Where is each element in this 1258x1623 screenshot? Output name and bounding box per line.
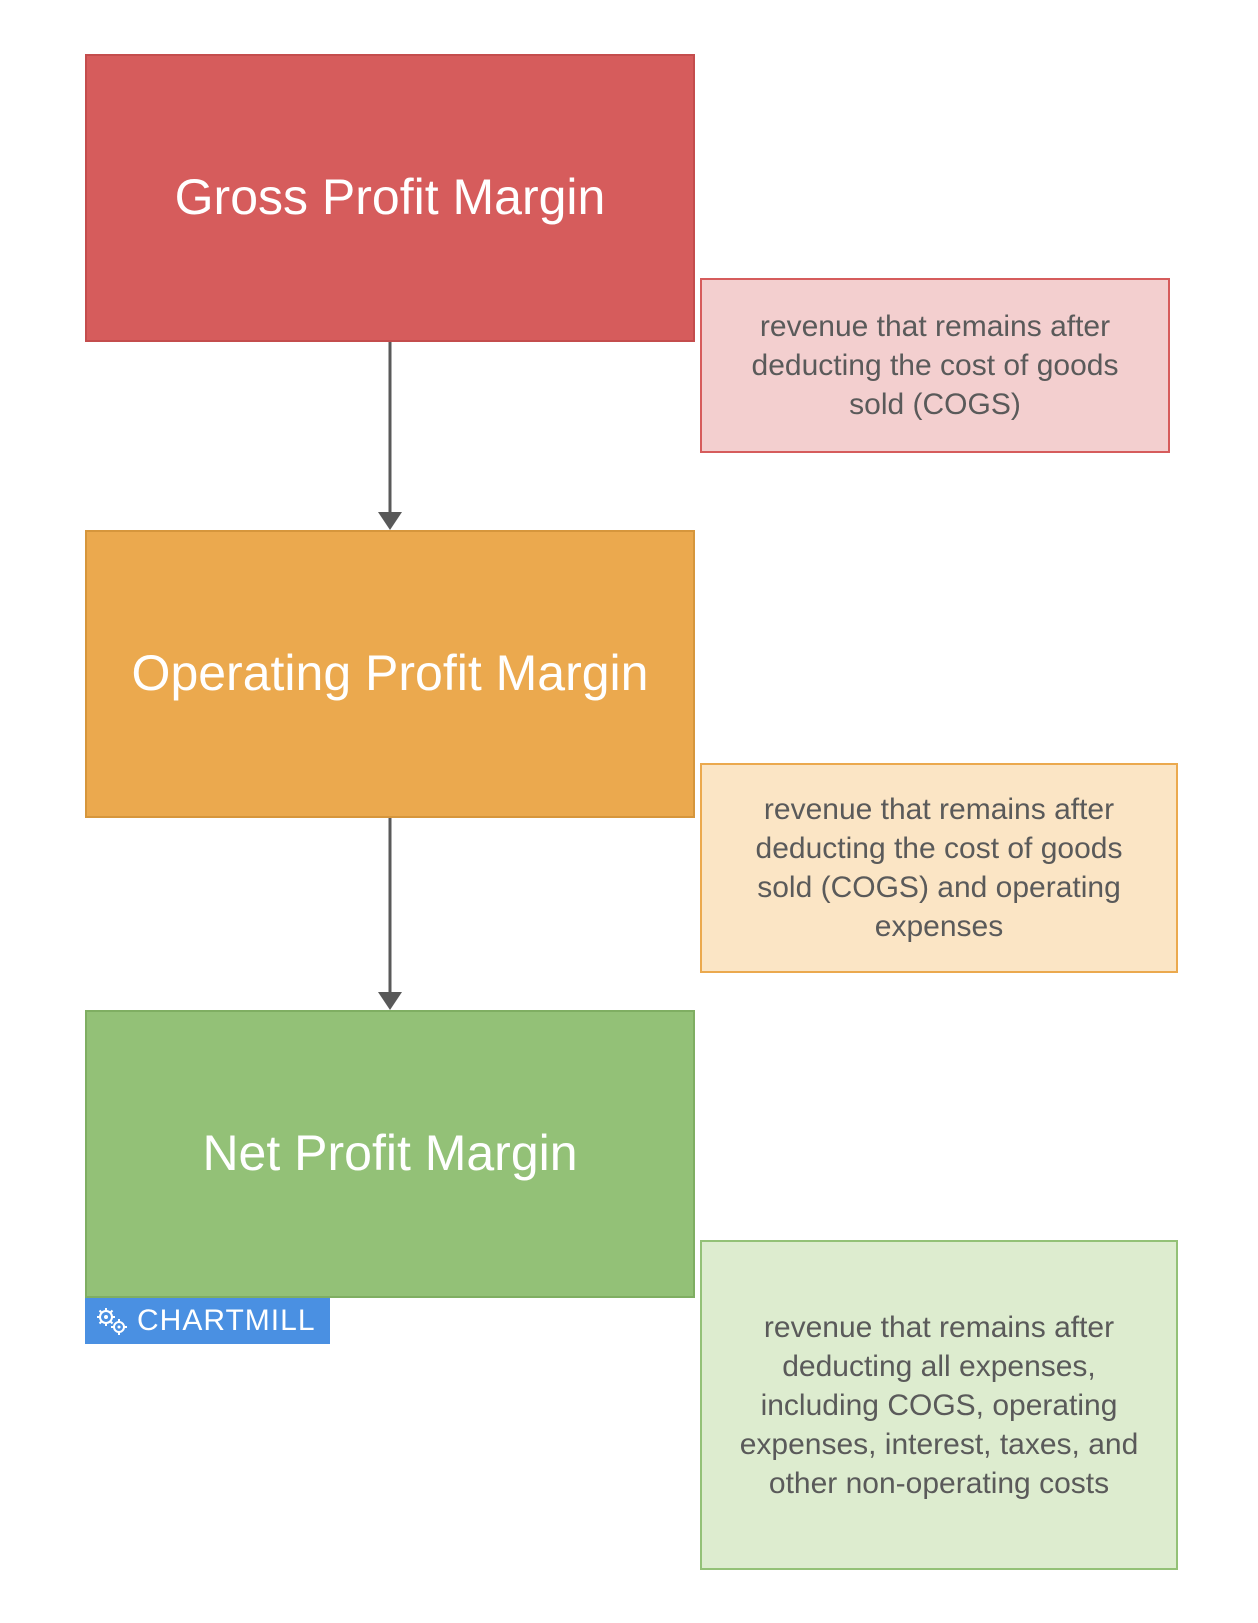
node-net-description: revenue that remains after deducting all… [700, 1240, 1178, 1570]
chartmill-logo: CHARTMILL [85, 1298, 330, 1344]
node-gross-desc-text: revenue that remains after deducting the… [724, 307, 1146, 424]
node-gross-profit: Gross Profit Margin [85, 54, 695, 342]
node-operating-profit: Operating Profit Margin [85, 530, 695, 818]
node-gross-label: Gross Profit Margin [175, 169, 606, 227]
node-net-desc-text: revenue that remains after deducting all… [724, 1308, 1154, 1503]
node-gross-description: revenue that remains after deducting the… [700, 278, 1170, 453]
node-net-label: Net Profit Margin [202, 1125, 577, 1183]
node-operating-label: Operating Profit Margin [132, 645, 649, 703]
arrow-operating-to-net [370, 818, 410, 1010]
logo-text: CHARTMILL [137, 1304, 316, 1338]
diagram-canvas: Gross Profit Margin revenue that remains… [0, 0, 1258, 1623]
node-net-profit: Net Profit Margin [85, 1010, 695, 1298]
gears-icon [95, 1306, 129, 1336]
node-operating-desc-text: revenue that remains after deducting the… [724, 790, 1154, 946]
arrow-gross-to-operating [370, 342, 410, 530]
node-operating-description: revenue that remains after deducting the… [700, 763, 1178, 973]
